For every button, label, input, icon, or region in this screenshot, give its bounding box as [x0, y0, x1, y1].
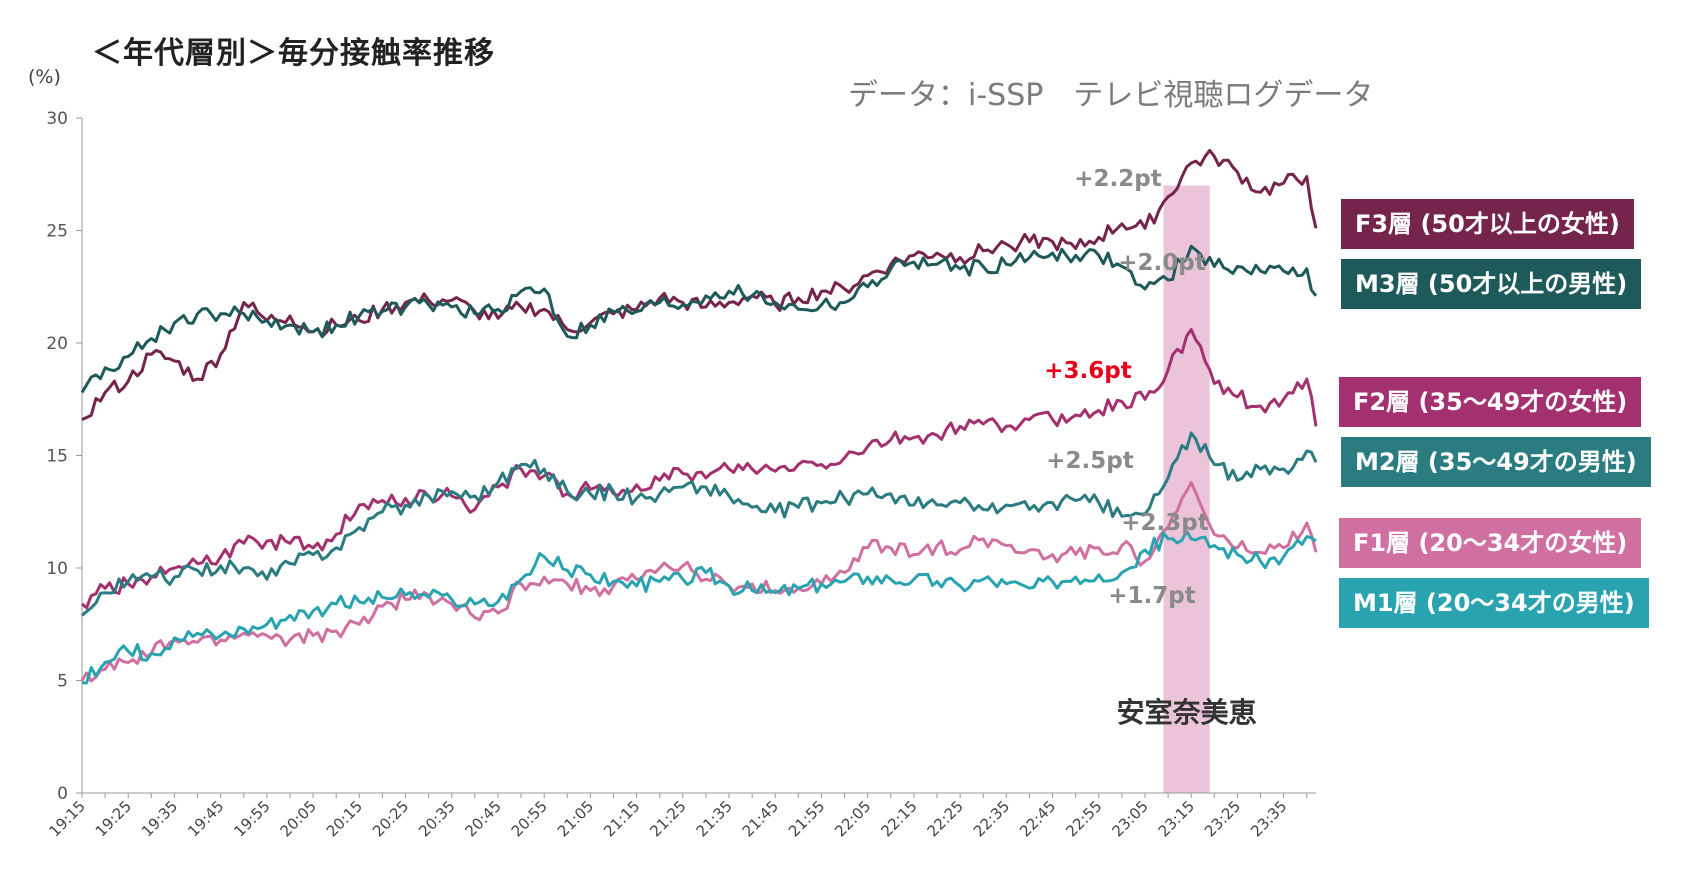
y-tick-label: 0	[57, 784, 68, 804]
y-tick-label: 10	[46, 559, 68, 579]
y-axis-unit: (%)	[28, 66, 61, 88]
chart-title: ＜年代層別＞毎分接触率推移	[92, 36, 495, 71]
delta-annotation: +2.5pt	[1046, 448, 1133, 474]
x-tick-label: 19:25	[92, 797, 135, 840]
legend-f2: F2層 (35～49才の女性)	[1339, 377, 1642, 427]
delta-annotation: +1.7pt	[1108, 583, 1195, 609]
delta-annotation: +3.6pt	[1044, 358, 1131, 384]
y-tick-label: 25	[46, 222, 68, 242]
x-tick-label: 23:25	[1201, 797, 1244, 840]
data-source-caption: データ：i-SSP テレビ視聴ログデータ	[848, 78, 1374, 113]
x-tick-label: 21:15	[600, 797, 643, 840]
x-tick-label: 22:35	[970, 797, 1013, 840]
y-tick-label: 15	[46, 447, 68, 467]
x-tick-label: 23:15	[1155, 797, 1198, 840]
x-tick-label: 21:55	[785, 797, 828, 840]
delta-annotation: +2.2pt	[1074, 166, 1161, 192]
x-tick-label: 20:25	[369, 797, 412, 840]
y-tick-label: 5	[57, 672, 68, 692]
delta-annotation: +2.3pt	[1121, 510, 1208, 536]
series-line-4	[81, 431, 1318, 617]
delta-annotation: +2.0pt	[1118, 250, 1205, 276]
legend-f1: F1層 (20～34才の女性)	[1339, 518, 1642, 568]
x-tick-label: 19:35	[138, 797, 181, 840]
legend-m3: M3層 (50才以上の男性)	[1341, 259, 1642, 309]
x-tick-label: 21:05	[554, 797, 597, 840]
series-line-3	[81, 328, 1318, 610]
x-tick-label: 23:35	[1247, 797, 1290, 840]
x-tick-label: 22:05	[831, 797, 874, 840]
series-line-2	[80, 244, 1318, 394]
x-tick-label: 20:15	[323, 797, 366, 840]
series-line-6	[81, 529, 1317, 685]
series-line-5	[80, 481, 1318, 683]
x-tick-label: 22:15	[877, 797, 920, 840]
x-tick-label: 19:45	[184, 797, 227, 840]
x-tick-label: 22:55	[1062, 797, 1105, 840]
x-tick-label: 19:55	[230, 797, 273, 840]
y-tick-label: 30	[46, 109, 68, 129]
y-tick-label: 20	[46, 334, 68, 354]
x-tick-label: 21:35	[693, 797, 736, 840]
x-tick-label: 22:25	[924, 797, 967, 840]
x-tick-label: 20:35	[415, 797, 458, 840]
x-tick-label: 22:45	[1016, 797, 1059, 840]
x-tick-label: 21:25	[646, 797, 689, 840]
x-tick-label: 21:45	[739, 797, 782, 840]
x-tick-label: 23:05	[1109, 797, 1152, 840]
legend-m1: M1層 (20～34才の男性)	[1339, 578, 1649, 628]
x-tick-label: 20:45	[461, 797, 504, 840]
highlight-band-label: 安室奈美恵	[1117, 696, 1257, 729]
x-tick-label: 20:05	[277, 797, 320, 840]
legend-m2: M2層 (35～49才の男性)	[1341, 437, 1651, 487]
legend-f3: F3層 (50才以上の女性)	[1341, 199, 1634, 249]
x-tick-label: 20:55	[508, 797, 551, 840]
